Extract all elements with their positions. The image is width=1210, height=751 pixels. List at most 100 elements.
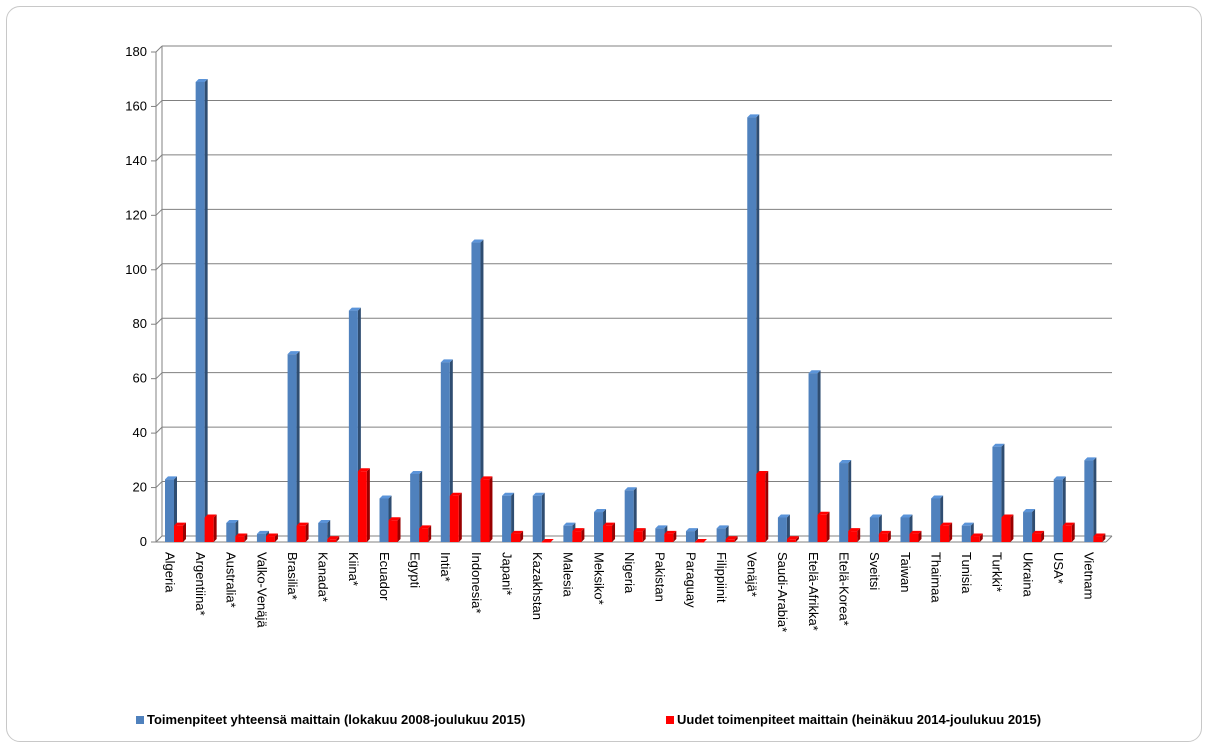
bar-top (1032, 530, 1045, 534)
bar-new (572, 531, 582, 542)
x-tick-label: USA* (1051, 552, 1066, 584)
bars (165, 78, 1106, 543)
x-tick-label: Nigeria (622, 552, 637, 594)
y-tick-label: 40 (133, 425, 147, 440)
bar-total (226, 522, 236, 542)
bar-top (1093, 533, 1106, 537)
bar-side (581, 528, 585, 542)
bar-top (594, 509, 607, 513)
bar-top (664, 530, 677, 534)
bar-side (1102, 533, 1106, 542)
bar-side (1093, 457, 1097, 542)
gridline-diag (155, 45, 163, 53)
bar-top (817, 511, 830, 515)
x-tick-label: Intia* (438, 552, 453, 582)
legend-label-total: Toimenpiteet yhteensä maittain (lokakuu … (147, 712, 526, 727)
bar-side (336, 536, 340, 542)
bar-top (777, 514, 790, 518)
y-tick-label: 180 (125, 44, 147, 59)
bar-new (541, 542, 551, 543)
bar-top (685, 528, 698, 532)
bar-total (532, 495, 542, 542)
y-tick-label: 0 (140, 534, 147, 549)
bar-top (808, 370, 821, 374)
x-tick-label: Thaimaa (928, 552, 943, 603)
bar-total (256, 533, 266, 542)
bar-new (327, 539, 337, 542)
bar-side (918, 530, 922, 542)
x-tick-label: Argentiina* (193, 552, 208, 616)
legend-label-new: Uudet toimenpiteet maittain (heinäkuu 20… (677, 712, 1042, 727)
gridline-diag (155, 154, 163, 162)
bar-top (909, 530, 922, 534)
bar-side (1071, 522, 1075, 542)
legend-item-new: Uudet toimenpiteet maittain (heinäkuu 20… (666, 712, 1041, 727)
bar-side (244, 533, 248, 542)
bar-total (685, 531, 695, 542)
bar-top (655, 525, 668, 529)
x-tick-label: Ecuador (377, 552, 392, 601)
bar-top (296, 522, 309, 526)
bar-top (878, 530, 891, 534)
bar-top (839, 460, 852, 464)
bar-new (909, 533, 919, 542)
bar-top (440, 359, 453, 363)
bar-top (265, 533, 278, 537)
x-tick-label: Egypti (407, 552, 422, 588)
y-tick-label: 120 (125, 207, 147, 222)
bar-top (379, 495, 392, 499)
bar-side (756, 114, 760, 542)
bar-new (848, 531, 858, 542)
bar-top (388, 517, 401, 521)
bar-side (612, 522, 616, 542)
bar-total (348, 310, 358, 542)
bar-side (817, 370, 821, 542)
bar-new (633, 531, 643, 542)
bar-side (857, 528, 861, 542)
x-tick-label: Brasilia* (285, 552, 300, 600)
bar-top (756, 470, 769, 474)
bar-top (869, 514, 882, 518)
bar-side (489, 476, 493, 542)
bar-new (511, 533, 521, 542)
x-tick-label: Tunisia (959, 552, 974, 594)
bar-top (174, 522, 186, 526)
bar-total (410, 473, 420, 542)
bar-top (195, 78, 208, 82)
bar-top (541, 539, 554, 542)
x-tick-label: Australia* (224, 552, 239, 608)
x-tick-label: Etelä-Afrikka* (806, 552, 821, 631)
bar-total (992, 446, 1002, 542)
bar-total (747, 117, 757, 542)
x-tick-label: Saudi-Arabia* (775, 552, 790, 632)
bar-side (296, 351, 300, 542)
bar-new (878, 533, 888, 542)
bar-side (633, 487, 637, 542)
bar-new (449, 495, 459, 542)
bar-top (572, 528, 585, 532)
bar-new (174, 525, 183, 542)
bar-total (1053, 479, 1063, 542)
y-tick-label: 160 (125, 98, 147, 113)
bar-total (1084, 460, 1094, 542)
bar-top (931, 495, 944, 499)
bar-side (826, 511, 830, 542)
bar-new (265, 536, 275, 542)
bar-top (848, 528, 861, 532)
x-tick-label: Sveitsi (867, 552, 882, 590)
bar-top (410, 470, 423, 474)
bar-total (716, 528, 726, 542)
bar-side (765, 470, 769, 542)
bar-total (655, 528, 665, 542)
bar-top (786, 536, 799, 540)
bar-new (756, 473, 766, 542)
bar-side (1010, 514, 1014, 542)
bar-top (511, 530, 524, 534)
gridline-diag (155, 481, 163, 488)
bar-new (480, 479, 490, 542)
x-tick-label: Turkki* (990, 552, 1005, 592)
bar-side (949, 522, 953, 542)
bar-total (1023, 512, 1033, 542)
gridline-diag (155, 426, 163, 434)
y-tick-label: 80 (133, 316, 147, 331)
